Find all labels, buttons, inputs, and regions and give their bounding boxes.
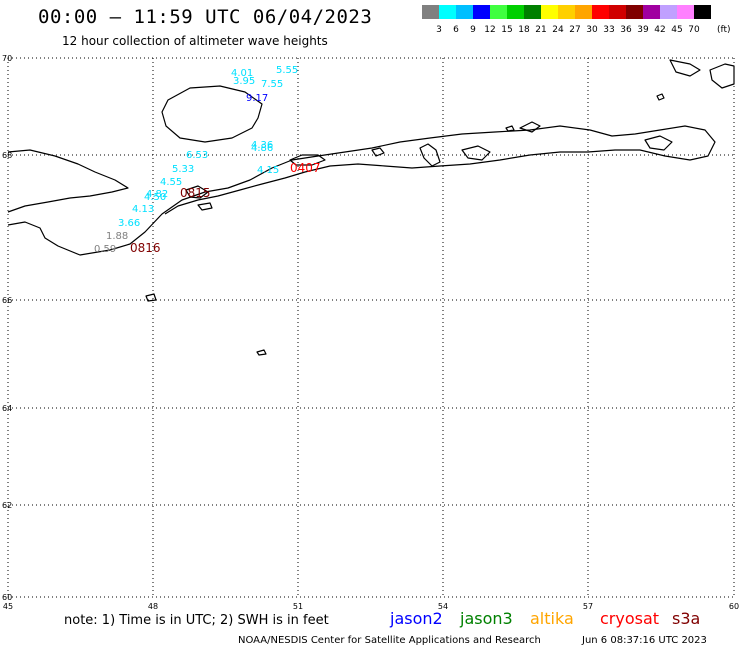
y-tick-label: 62: [2, 501, 12, 510]
wave-height-observations: 4.013.95 5.55 7.55 9.17 4.364.86 6.53 5.33 4.15…: [94, 65, 321, 255]
wave-height-label: 6.53: [186, 150, 208, 161]
colorbar-label: 27: [569, 25, 581, 35]
colorbar-label: 18: [518, 25, 530, 35]
wave-height-label: 4.13: [132, 204, 154, 215]
colorbar-swatch: [694, 5, 711, 19]
axis-tick-labels: 45 48 51 54 57 60 70 68 66 64 62 60: [2, 54, 739, 611]
colorbar-label: 15: [501, 25, 513, 35]
legend-jason2: jason2: [390, 609, 443, 628]
colorbar-swatch: [439, 5, 456, 19]
colorbar-label: 3: [436, 25, 442, 35]
wave-height-label: 4.15: [257, 165, 279, 176]
colorbar-swatch: [507, 5, 524, 19]
colorbar-label: 39: [637, 25, 649, 35]
colorbar-swatch: [473, 5, 490, 19]
wave-height-label: 4.55: [160, 177, 182, 188]
wave-height-label: 3.66: [118, 218, 140, 229]
colorbar-label: 33: [603, 25, 615, 35]
island-small-2: [371, 147, 385, 157]
x-tick-label: 51: [293, 602, 303, 611]
island-small-6: [644, 135, 673, 151]
island-dot-3: [145, 293, 157, 302]
wave-height-label: 4.86: [251, 143, 273, 154]
x-tick-label: 54: [438, 602, 448, 611]
colorbar-swatch: [575, 5, 592, 19]
island-vaygach: [709, 63, 735, 89]
wave-height-label: 0.59: [94, 244, 116, 255]
island-kolguyev: [161, 85, 263, 143]
map-title: 00:00 — 11:59 UTC 06/04/2023: [38, 6, 373, 28]
colorbar-label: 45: [671, 25, 683, 35]
wave-height-label: 4.01: [231, 68, 253, 79]
island-dot-2: [505, 125, 515, 132]
colorbar-swatch: [592, 5, 609, 19]
y-tick-label: 70: [2, 54, 12, 63]
wave-height-label: 7.55: [261, 79, 283, 90]
credit-line: NOAA/NESDIS Center for Satellite Applica…: [238, 635, 541, 646]
x-tick-label: 57: [583, 602, 593, 611]
wave-height-label: 1.88: [106, 231, 128, 242]
colorbar-label: 24: [552, 25, 564, 35]
island-small-1: [289, 154, 326, 166]
coast-mainland: [7, 125, 716, 256]
generation-timestamp: Jun 6 08:37:16 UTC 2023: [582, 635, 707, 646]
colorbar-swatch: [643, 5, 660, 19]
colorbar-swatch: [456, 5, 473, 19]
legend-cryosat: cryosat: [600, 609, 660, 628]
colorbar-label: 12: [484, 25, 496, 35]
x-tick-label: 48: [148, 602, 158, 611]
island-small-4: [461, 145, 491, 161]
map-subtitle: 12 hour collection of altimeter wave hei…: [62, 34, 328, 48]
x-tick-label: 60: [729, 602, 739, 611]
colorbar-swatch: [677, 5, 694, 19]
y-tick-label: 64: [2, 404, 12, 413]
colorbar-swatch: [490, 5, 507, 19]
island-dot-4: [256, 349, 267, 356]
wave-height-label: 4.36: [251, 140, 273, 151]
wave-height-label: 4.82: [146, 189, 168, 200]
wave-height-label: 5.33: [172, 164, 194, 175]
wave-height-label: 5.55: [276, 65, 298, 76]
island-small-3: [419, 143, 441, 167]
colorbar-label: 30: [586, 25, 598, 35]
y-tick-label: 66: [2, 296, 12, 305]
colorbar-swatch: [541, 5, 558, 19]
wave-height-label: 0407: [290, 161, 321, 175]
colorbar-swatch: [422, 5, 439, 19]
colorbar-label: 6: [453, 25, 459, 35]
island-small-5: [519, 121, 541, 133]
colorbar-unit: (ft): [717, 25, 731, 35]
footer-note: note: 1) Time is in UTC; 2) SWH is in fe…: [64, 613, 329, 628]
graticule: [7, 57, 735, 598]
colorbar-label: 9: [470, 25, 476, 35]
wave-height-label: 0815: [180, 186, 211, 200]
legend-jason3: jason3: [460, 609, 513, 628]
island-small-7: [185, 185, 209, 199]
island-small-8: [197, 202, 213, 211]
wave-height-label: 3.95: [233, 76, 255, 87]
colorbar-label: 70: [688, 25, 700, 35]
colorbar-swatch: [609, 5, 626, 19]
colorbar-swatch: [524, 5, 541, 19]
colorbar-swatch: [626, 5, 643, 19]
colorbar-swatch: [558, 5, 575, 19]
island-dot-1: [656, 93, 665, 101]
colorbar-label: 21: [535, 25, 547, 35]
coast-kanin: [7, 149, 129, 213]
y-tick-label: 60: [2, 593, 12, 602]
legend-altika: altika: [530, 609, 574, 628]
coastline: [7, 59, 735, 356]
colorbar-swatch: [660, 5, 677, 19]
x-tick-label: 45: [3, 602, 13, 611]
colorbar-label: 36: [620, 25, 632, 35]
y-tick-label: 68: [2, 151, 12, 160]
colorbar-label: 42: [654, 25, 666, 35]
wave-height-label: 4.50: [144, 192, 166, 203]
island-vaygach-n: [669, 59, 701, 77]
wave-height-label: 9.17: [246, 93, 268, 104]
wave-height-label: 0816: [130, 241, 161, 255]
legend-s3a: s3a: [672, 609, 701, 628]
